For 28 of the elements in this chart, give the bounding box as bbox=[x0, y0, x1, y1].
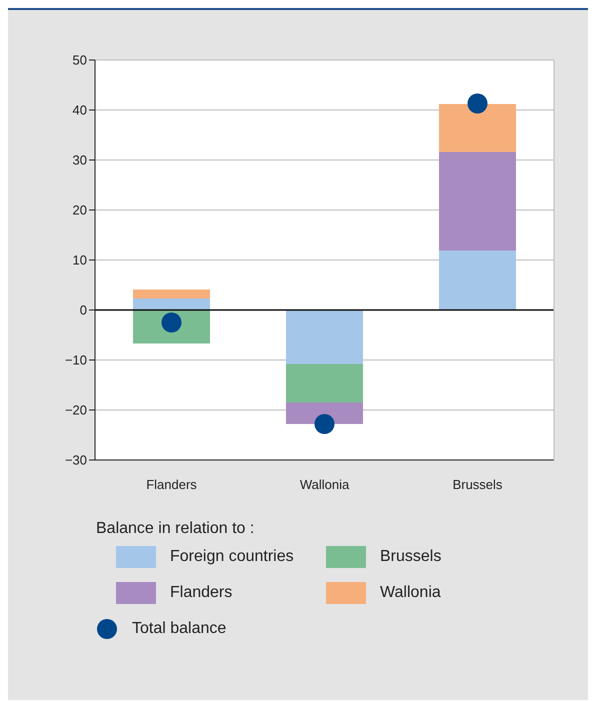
legend-label: Brussels bbox=[380, 548, 442, 566]
legend-label: Flanders bbox=[170, 584, 232, 602]
legend-title: Balance in relation to : bbox=[96, 520, 256, 538]
bar bbox=[286, 310, 363, 364]
legend-label: Foreign countries bbox=[170, 548, 294, 566]
legend-label: Wallonia bbox=[380, 584, 441, 602]
y-tick-label: −30 bbox=[64, 452, 87, 468]
point bbox=[468, 94, 488, 114]
y-tick-label: 20 bbox=[72, 202, 87, 218]
x-tick-label: Flanders bbox=[146, 477, 198, 492]
bar bbox=[286, 364, 363, 402]
bar bbox=[439, 104, 516, 152]
bar bbox=[133, 290, 210, 298]
x-tick-label: Wallonia bbox=[300, 477, 350, 492]
y-tick-label: 0 bbox=[80, 302, 87, 318]
bar bbox=[439, 250, 516, 310]
x-tick-label: Brussels bbox=[452, 477, 503, 492]
bar bbox=[133, 298, 210, 310]
y-tick-label: −10 bbox=[64, 352, 87, 368]
bar bbox=[439, 152, 516, 250]
legend-label: Total balance bbox=[132, 620, 226, 638]
y-tick-label: 30 bbox=[72, 152, 87, 168]
y-tick-label: −20 bbox=[64, 402, 87, 418]
bar bbox=[286, 402, 363, 424]
y-tick-label: 50 bbox=[72, 52, 87, 68]
y-tick-label: 10 bbox=[72, 252, 87, 268]
y-tick-label: 40 bbox=[72, 102, 87, 118]
point bbox=[314, 414, 334, 434]
